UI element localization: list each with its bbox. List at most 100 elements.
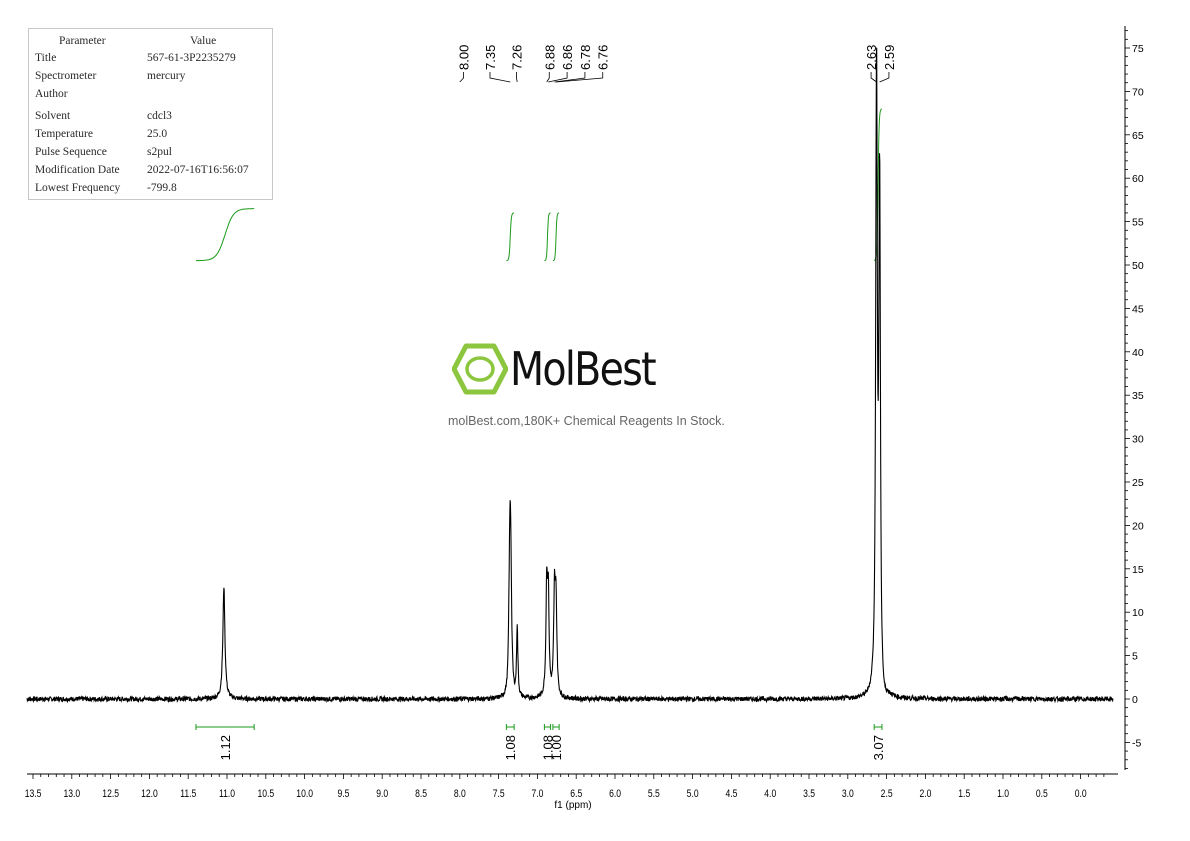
peak-shift-label: 8.00: [457, 45, 472, 70]
peak-shift-label: 2.59: [882, 45, 897, 70]
peak-shift-label: 7.26: [509, 45, 524, 70]
x-tick-label: 9.5: [337, 788, 349, 800]
x-tick-label: 7.0: [531, 788, 543, 800]
x-tick-label: 0.0: [1075, 788, 1087, 800]
parameter-value: 567-61-3P2235279: [147, 52, 236, 64]
parameter-value: cdcl3: [147, 110, 172, 122]
x-axis-label: f1 (ppm): [554, 800, 591, 811]
x-tick-label: 11.0: [219, 788, 236, 800]
x-tick-label: 2.5: [881, 788, 893, 800]
peak-shift-label: 2.63: [864, 45, 879, 70]
integral-value-label: 1.12: [218, 735, 233, 760]
x-tick-label: 3.5: [803, 788, 815, 800]
y-tick-label: 50: [1132, 260, 1144, 272]
y-tick-label: 20: [1132, 520, 1144, 532]
y-tick-label: 30: [1132, 434, 1144, 446]
integral-value-label: 1.00: [549, 735, 564, 760]
x-tick-label: 6.5: [570, 788, 582, 800]
x-tick-label: 2.0: [919, 788, 931, 800]
parameter-name: Solvent: [35, 110, 71, 122]
y-tick-label: 10: [1132, 607, 1144, 619]
brand-tagline: molBest.com,180K+ Chemical Reagents In S…: [448, 414, 725, 428]
y-tick-label: 75: [1132, 43, 1144, 55]
peak-shift-label: 6.86: [560, 45, 575, 70]
peak-label-leader: [548, 72, 568, 83]
integral-curve: [196, 208, 255, 262]
x-tick-label: 8.5: [415, 788, 427, 800]
y-tick-label: 55: [1132, 217, 1144, 229]
x-tick-label: 6.0: [609, 788, 621, 800]
x-tick-label: 8.0: [454, 788, 466, 800]
integral-value-label: 1.08: [540, 735, 555, 760]
peak-labels: 11.048.007.357.266.886.866.786.762.632.5…: [218, 38, 897, 83]
parameter-header: Parameter: [59, 35, 106, 47]
x-tick-label: 12.5: [102, 788, 119, 800]
x-tick-label: 5.5: [648, 788, 660, 800]
integral-curves: [196, 108, 883, 262]
parameter-name: Pulse Sequence: [35, 146, 107, 158]
integral-value-label: 3.07: [871, 735, 886, 760]
value-header: Value: [190, 35, 217, 47]
peak-shift-label: 7.35: [483, 45, 498, 70]
integral-curve: [544, 212, 551, 262]
spectrum-trace: [26, 47, 1114, 704]
integral-value-label: 1.08: [503, 735, 518, 760]
peak-label-leader: [516, 72, 518, 83]
x-tick-label: 7.5: [493, 788, 505, 800]
spectrum: [26, 47, 1114, 704]
peak-label-leader: [459, 72, 464, 83]
x-tick-label: 1.0: [997, 788, 1009, 800]
parameter-name: Lowest Frequency: [35, 182, 121, 194]
parameter-name: Title: [35, 52, 57, 64]
x-tick-label: 5.0: [687, 788, 699, 800]
x-tick-label: 10.5: [258, 788, 275, 800]
brand-name: MolBest: [510, 342, 657, 396]
y-tick-label: 0: [1132, 694, 1138, 706]
parameter-value: 25.0: [147, 128, 168, 140]
y-tick-label: 35: [1132, 390, 1144, 402]
y-tick-label: 5: [1132, 651, 1138, 663]
molbest-logo-icon: [452, 343, 508, 395]
x-tick-label: 13.5: [25, 788, 42, 800]
x-tick-label: 0.5: [1036, 788, 1048, 800]
parameter-name: Temperature: [35, 128, 93, 140]
parameter-table: Parameter Value Title 567-61-3P2235279 S…: [28, 28, 273, 200]
x-tick-label: 13.0: [64, 788, 81, 800]
parameter-value: s2pul: [147, 146, 172, 158]
peak-shift-label: 6.88: [542, 45, 557, 70]
parameter-name: Modification Date: [35, 164, 120, 176]
parameter-name: Author: [35, 88, 68, 100]
y-tick-label: 25: [1132, 477, 1144, 489]
peak-label-leader: [489, 72, 511, 83]
peak-label-leader: [870, 72, 877, 83]
x-tick-label: 12.0: [141, 788, 158, 800]
peak-shift-label: 6.76: [596, 45, 611, 70]
y-tick-label: 15: [1132, 564, 1144, 576]
peak-label-leader: [555, 72, 604, 83]
y-tick-label: -5: [1132, 737, 1141, 749]
peak-shift-label: 6.78: [578, 45, 593, 70]
peak-label-leader: [879, 72, 890, 83]
x-axis: 13.5 13.0 12.5 12.0 11.5 11.0 10.5 10.0 9.5 9.0 8.…: [25, 773, 1118, 800]
x-tick-label: 10.0: [296, 788, 313, 800]
integral-curve: [506, 212, 515, 262]
peak-label-leader: [554, 72, 586, 83]
x-tick-label: 3.0: [842, 788, 854, 800]
parameter-value: -799.8: [147, 182, 177, 194]
parameter-value: 2022-07-16T16:56:07: [147, 164, 249, 176]
peak-label-leader: [546, 72, 550, 83]
x-tick-label: 11.5: [180, 788, 197, 800]
y-tick-label: 60: [1132, 173, 1144, 185]
y-tick-label: 70: [1132, 86, 1144, 98]
x-tick-label: 4.5: [725, 788, 737, 800]
integral-curve: [552, 212, 560, 262]
y-tick-label: 65: [1132, 130, 1144, 142]
x-tick-label: 4.0: [764, 788, 776, 800]
y-tick-label: 45: [1132, 303, 1144, 315]
x-tick-label: 1.5: [958, 788, 970, 800]
y-tick-label: 40: [1132, 347, 1144, 359]
parameter-name: Spectrometer: [35, 70, 97, 82]
integral-bars: 1.12 1.08 1.081.00 3.07: [195, 724, 886, 760]
